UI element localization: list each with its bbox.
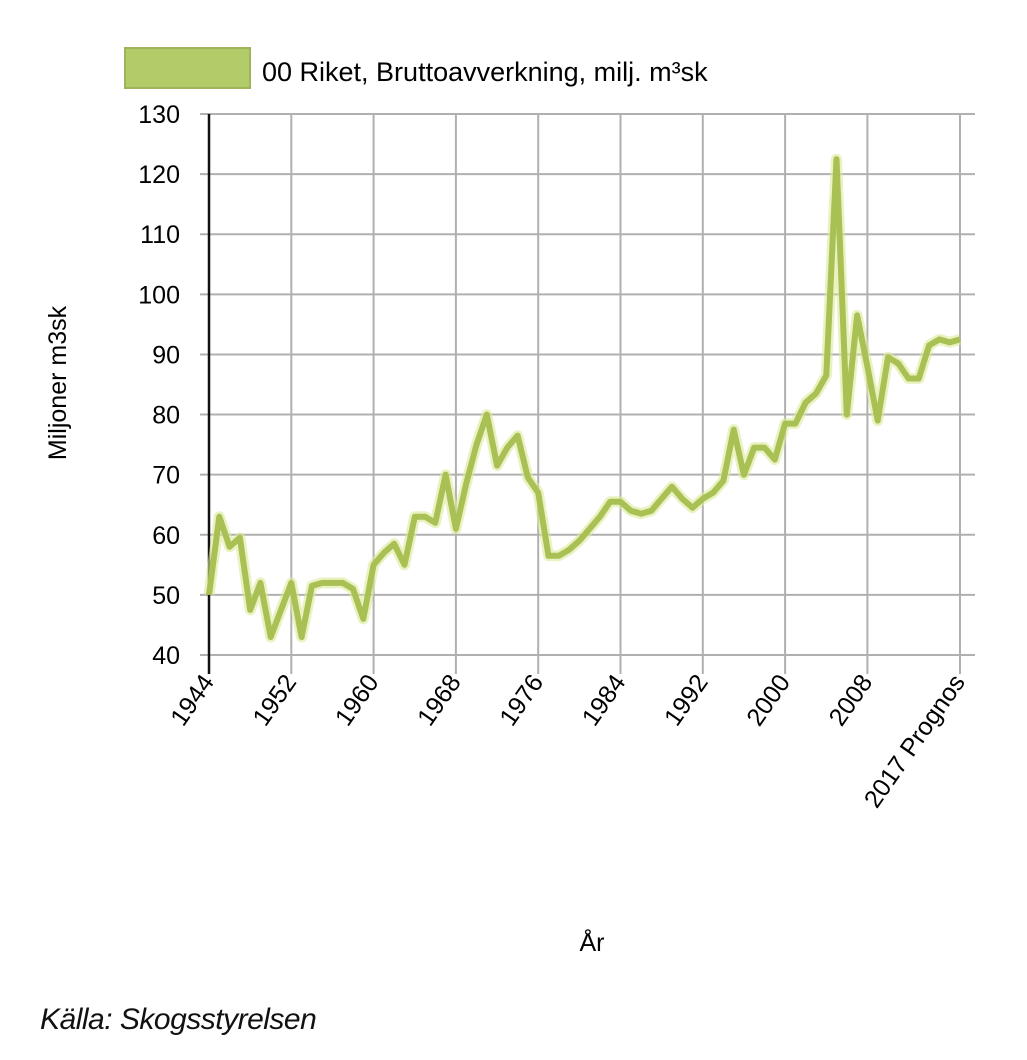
x-tick-label: 1952 [247, 669, 302, 731]
x-tick-label: 1968 [412, 669, 467, 731]
x-tick-label: 1984 [577, 669, 632, 731]
x-tick-label: 1976 [494, 669, 549, 731]
y-tick-label: 90 [152, 341, 180, 369]
y-tick-label: 130 [138, 101, 180, 129]
y-tick-label: 40 [152, 642, 180, 670]
source-label: Källa: Skogsstyrelsen [40, 1003, 317, 1036]
x-tick-label: 2008 [823, 669, 878, 731]
legend-label: 00 Riket, Bruttoavverkning, milj. m³sk [262, 57, 708, 87]
y-tick-label: 100 [138, 281, 180, 309]
x-axis-ticks: 1944 1952 1960 1968 1976 1984 1992 2000 20082017… [165, 669, 971, 813]
series-line [206, 156, 961, 640]
y-tick-label: 60 [152, 522, 180, 550]
y-axis-title: Miljoner m3sk [44, 305, 72, 460]
y-tick-label: 120 [138, 161, 180, 189]
y-tick-label: 50 [152, 582, 180, 610]
y-tick-label: 110 [140, 221, 180, 249]
legend: 00 Riket, Bruttoavverkning, milj. m³sk [124, 47, 708, 89]
x-tick-label: 1960 [330, 669, 385, 731]
y-axis-ticks: 40 50 60 70 80 90 100 110 120 130 [138, 101, 180, 670]
x-axis-title: År [580, 927, 605, 957]
x-tick-label: 2017 Prognos [859, 669, 971, 813]
x-tick-label: 2000 [741, 669, 796, 731]
y-tick-label: 70 [152, 462, 180, 490]
legend-swatch [124, 47, 251, 89]
y-tick-label: 80 [152, 402, 180, 430]
x-tick-label: 1992 [659, 669, 714, 731]
data-series [203, 153, 962, 643]
x-tick-label: 1944 [165, 669, 220, 731]
